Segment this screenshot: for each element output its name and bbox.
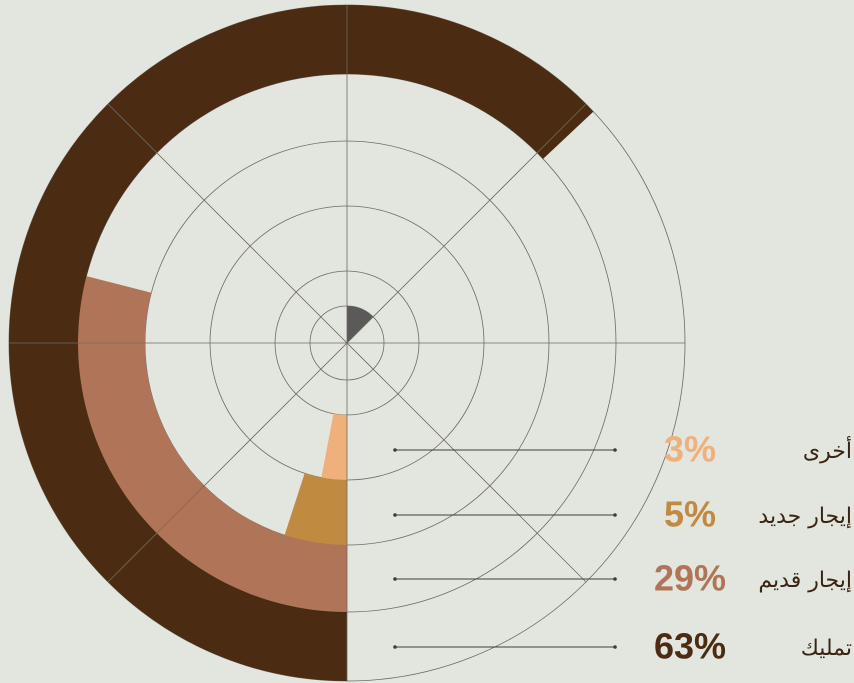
leader-dot [393, 645, 397, 649]
value-label: 29% [654, 558, 726, 599]
leader-dot [393, 513, 397, 517]
leader-dot [393, 577, 397, 581]
radial-bar [9, 5, 594, 682]
leader-dot [613, 645, 617, 649]
value-label: 3% [664, 429, 716, 470]
spoke [107, 103, 587, 583]
radial-bar [77, 276, 347, 612]
legend-label: إيجار جديد [758, 504, 852, 529]
legend-label: تمليك [801, 636, 852, 661]
value-label: 63% [654, 626, 726, 667]
radial-bar [284, 473, 347, 545]
leader-dot [613, 448, 617, 452]
legend-label: أخرى [803, 436, 852, 464]
leader-dot [613, 513, 617, 517]
legend-label: إيجار قديم [758, 568, 852, 593]
radial-bar [321, 413, 347, 480]
spokes [9, 5, 685, 681]
leader-dot [393, 448, 397, 452]
center-wedge [347, 306, 373, 343]
value-label: 5% [664, 494, 716, 535]
leader-dot [613, 577, 617, 581]
